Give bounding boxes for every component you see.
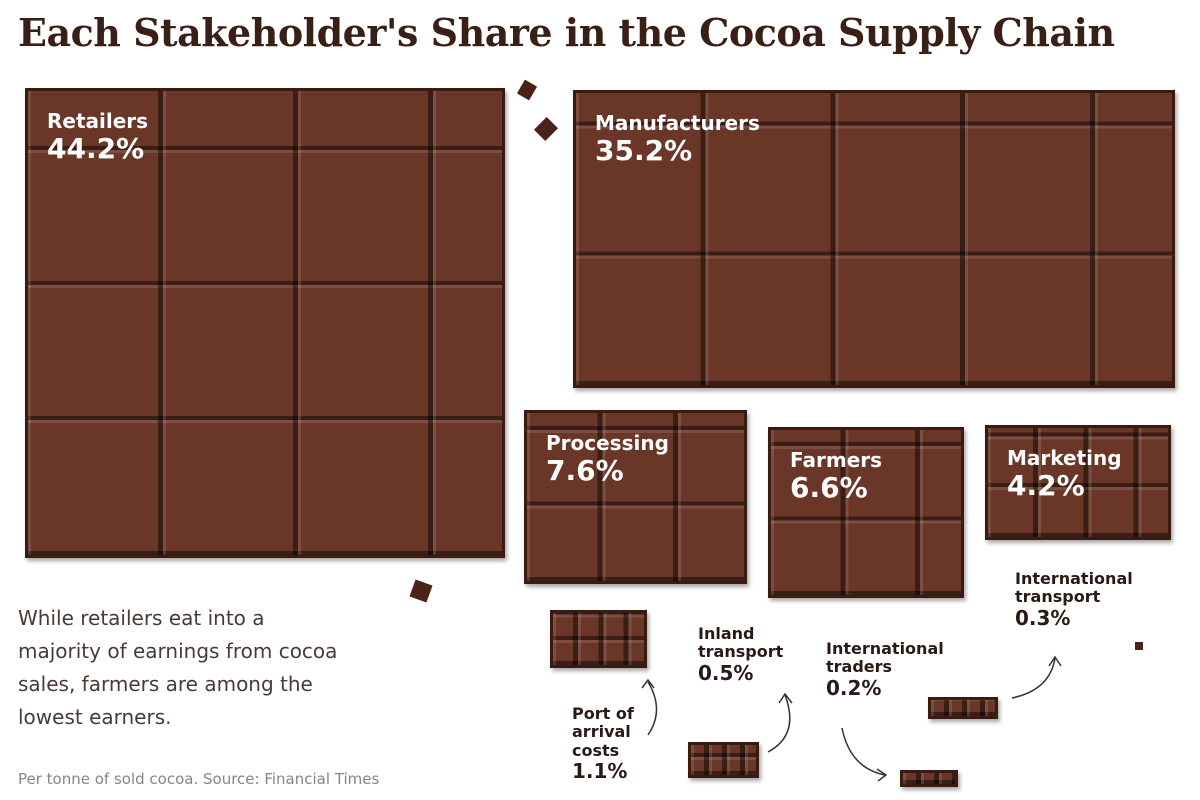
value-label: 0.2% xyxy=(826,675,882,700)
arrow xyxy=(841,727,888,782)
value-label: 4.2% xyxy=(1007,469,1085,502)
value-label: 35.2% xyxy=(595,134,693,167)
bar-label: Port of arrival costs 1.1% xyxy=(572,704,662,784)
chocolate-bar xyxy=(928,697,998,719)
bar-label: Inland transport 0.5% xyxy=(698,624,808,685)
value-label: 1.1% xyxy=(572,759,628,784)
source: Per tonne of sold cocoa. Source: Financi… xyxy=(18,770,380,788)
crumb xyxy=(409,579,433,603)
bar-label: International traders 0.2% xyxy=(826,639,976,700)
value-label: 6.6% xyxy=(790,471,868,504)
category-label: Manufacturers xyxy=(595,111,760,135)
arrow xyxy=(1011,655,1062,699)
category-label: Retailers xyxy=(47,109,149,133)
bar-label: Farmers 6.6% xyxy=(790,449,882,504)
category-label: Processing xyxy=(546,431,669,455)
bar-label: Retailers 44.2% xyxy=(47,110,148,165)
crumb xyxy=(1135,642,1143,650)
value-label: 0.3% xyxy=(1015,605,1071,630)
category-label: Port of arrival costs xyxy=(572,704,634,760)
chocolate-bar xyxy=(900,770,959,788)
chocolate-bar xyxy=(550,610,647,669)
arrow xyxy=(767,692,793,753)
category-label: Inland transport xyxy=(698,624,784,662)
chart-title: Each Stakeholder's Share in the Cocoa Su… xyxy=(18,10,1115,55)
bar-label: Processing 7.6% xyxy=(546,432,669,487)
chocolate-bar xyxy=(524,410,748,584)
chocolate-bar xyxy=(25,88,505,558)
category-label: International traders xyxy=(826,639,944,677)
value-label: 7.6% xyxy=(546,454,624,487)
chocolate-bar xyxy=(768,427,965,599)
crumb xyxy=(516,79,538,101)
chocolate-bar xyxy=(688,742,759,778)
note: While retailers eat into a majority of e… xyxy=(18,606,338,729)
bar-label: Marketing 4.2% xyxy=(1007,447,1122,502)
crumb xyxy=(533,116,559,142)
chocolate-bar xyxy=(573,90,1175,389)
value-label: 44.2% xyxy=(47,132,145,165)
category-label: International transport xyxy=(1015,569,1133,607)
bar-label: International transport 0.3% xyxy=(1015,569,1165,630)
chocolate-bar xyxy=(985,425,1171,541)
category-label: Marketing xyxy=(1007,446,1122,470)
arrow xyxy=(641,678,658,736)
value-label: 0.5% xyxy=(698,660,754,685)
category-label: Farmers xyxy=(790,448,883,472)
bar-label: Manufacturers 35.2% xyxy=(595,112,760,167)
